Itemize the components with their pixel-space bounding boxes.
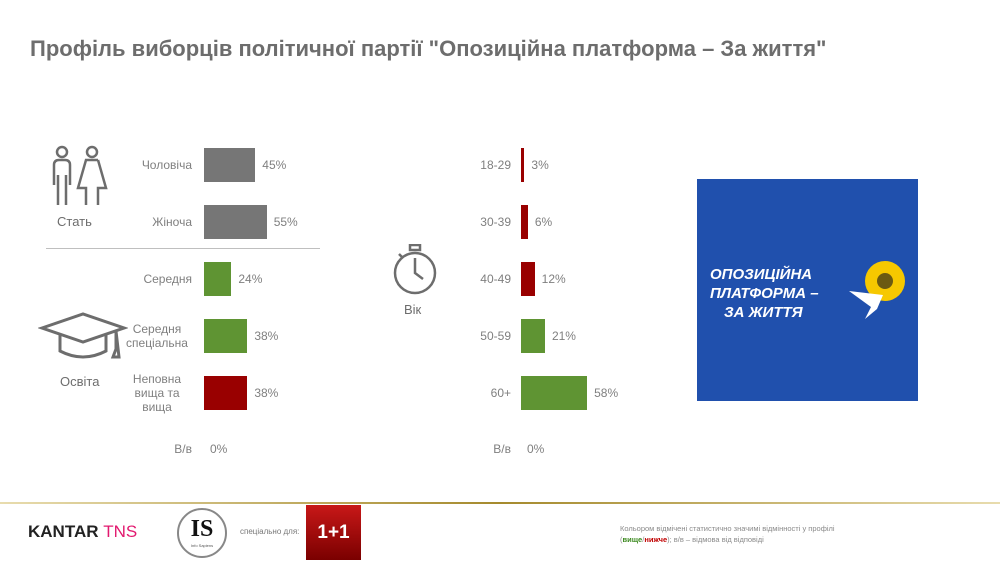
footnote: Кольором відмічені статистично значимі в… (620, 523, 835, 545)
data-label: 6% (534, 215, 553, 229)
bar (204, 319, 248, 353)
data-label: 38% (254, 329, 279, 343)
is-subtext: Info Sapiens (190, 543, 214, 548)
category-label: 40-49 (480, 272, 511, 286)
category-label: Жіноча (152, 215, 192, 229)
group-label-age: Вік (404, 302, 422, 317)
data-label: 12% (541, 272, 566, 286)
footnote-lower: нижче (644, 535, 668, 544)
category-label: В/в (493, 442, 511, 456)
bar (204, 262, 232, 296)
category-label: 60+ (490, 386, 511, 400)
category-label: Середня (143, 272, 192, 286)
data-label: 21% (551, 329, 576, 343)
group-label-gender: Стать (57, 214, 92, 229)
data-label: 58% (594, 386, 619, 400)
category-label: Неповна вища та вища (132, 372, 182, 414)
tns-text: TNS (103, 522, 138, 541)
data-label: 38% (254, 386, 279, 400)
channel-1plus1-logo: 1+1 (306, 505, 361, 560)
category-label: 30-39 (480, 215, 511, 229)
stopwatch-icon (393, 244, 437, 295)
bar (204, 376, 248, 410)
category-label: 18-29 (480, 158, 511, 172)
footnote-line1: Кольором відмічені статистично значимі в… (620, 524, 835, 533)
category-label: Чоловіча (141, 158, 192, 172)
bar (204, 148, 256, 182)
divider (46, 248, 320, 249)
bar (204, 205, 267, 239)
category-label: В/в (174, 442, 192, 456)
sunflower-dove-icon (849, 261, 905, 319)
info-sapiens-logo: IS Info Sapiens (177, 508, 227, 558)
logo-line: ЗА ЖИТТЯ (724, 304, 803, 321)
footnote-slash: / (642, 535, 645, 544)
bar (521, 376, 588, 410)
logo-line: ПЛАТФОРМА – (710, 285, 819, 302)
kantar-text: KANTAR (28, 522, 99, 541)
man-woman-icon (52, 145, 108, 205)
bar (521, 319, 545, 353)
bar (521, 205, 528, 239)
bar (521, 148, 525, 182)
page-title: Профіль виборців політичної партії "Опоз… (30, 36, 827, 61)
category-label: Середня спеціальна (126, 322, 188, 350)
party-logo: ОПОЗИЦІЙНА ПЛАТФОРМА – ЗА ЖИТТЯ (697, 179, 918, 401)
is-text: IS (190, 516, 214, 542)
kantar-tns-logo: KANTAR TNS (28, 522, 137, 542)
group-label-education: Освіта (60, 374, 100, 389)
data-label: 0% (210, 442, 228, 456)
data-label: 55% (273, 215, 298, 229)
footnote-post: ); в/в – відмова від відповіді (667, 535, 764, 544)
footer-divider (0, 502, 1000, 504)
data-label: 24% (238, 272, 263, 286)
graduation-cap-icon (38, 312, 128, 359)
data-label: 45% (262, 158, 287, 172)
channel-text: 1+1 (317, 522, 350, 543)
bar (521, 262, 535, 296)
data-label: 3% (531, 158, 549, 172)
special-for-label: спеціально для: (240, 527, 300, 536)
footnote-higher: вище (622, 535, 643, 544)
logo-line: ОПОЗИЦІЙНА (710, 266, 813, 283)
category-label: 50-59 (480, 329, 511, 343)
footnote-paren: ( (620, 535, 623, 544)
data-label: 0% (527, 442, 545, 456)
